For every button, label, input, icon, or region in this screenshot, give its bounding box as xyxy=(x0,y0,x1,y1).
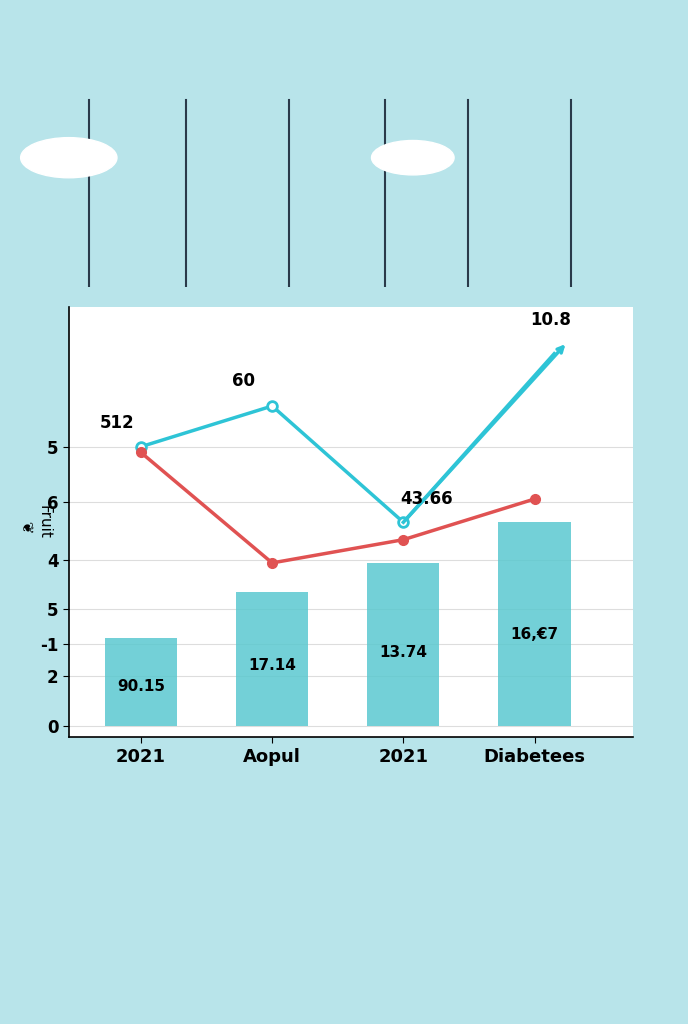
Text: 90.15: 90.15 xyxy=(117,679,165,694)
Text: 16,€7: 16,€7 xyxy=(510,627,559,642)
Text: 13.74: 13.74 xyxy=(379,645,427,659)
Text: 60: 60 xyxy=(232,372,255,390)
Text: 17.14: 17.14 xyxy=(248,658,296,673)
Text: 43.66: 43.66 xyxy=(400,489,453,508)
Bar xyxy=(236,592,308,726)
Text: 10.8: 10.8 xyxy=(530,311,571,330)
Bar xyxy=(499,522,570,726)
Bar xyxy=(367,563,440,726)
Circle shape xyxy=(372,140,454,175)
Bar xyxy=(105,639,177,726)
Text: 512: 512 xyxy=(100,414,135,432)
Y-axis label: Fruit
  ❦: Fruit ❦ xyxy=(19,505,52,540)
Circle shape xyxy=(21,137,117,178)
